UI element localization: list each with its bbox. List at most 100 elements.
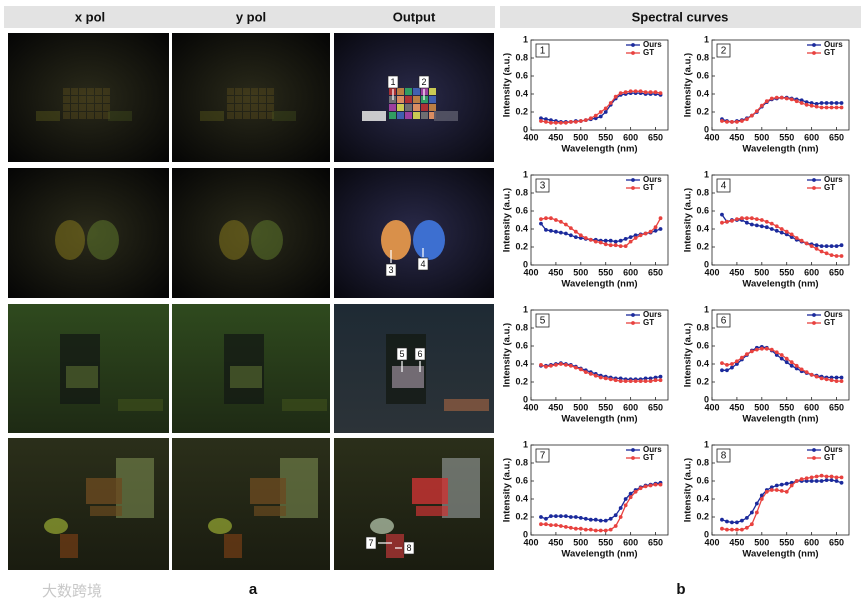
annotation-label: 2 — [421, 77, 426, 87]
building — [442, 458, 480, 518]
point — [754, 501, 759, 506]
watermark: 大数跨境 — [42, 582, 102, 600]
swatch — [235, 88, 242, 95]
y-tick-label: 0.4 — [696, 223, 709, 233]
point — [539, 116, 543, 121]
x-tick-label: 600 — [804, 537, 819, 547]
point — [643, 90, 648, 95]
point — [784, 360, 789, 365]
point — [544, 120, 548, 124]
point — [799, 98, 804, 103]
y-tick-label: 0 — [523, 124, 528, 134]
panel-label: b — [676, 581, 685, 598]
point — [819, 249, 824, 254]
y-axis-label: Intensity (a.u.) — [502, 323, 513, 387]
sign — [90, 506, 122, 516]
point — [648, 379, 653, 383]
point — [809, 475, 814, 480]
point — [834, 254, 839, 258]
point — [839, 243, 844, 248]
point — [643, 484, 648, 489]
point — [730, 365, 734, 370]
x-tick-label: 550 — [598, 267, 613, 277]
chart-number-box — [716, 178, 731, 193]
point — [613, 524, 618, 528]
point — [539, 515, 543, 519]
point — [735, 520, 739, 525]
annotation-box — [417, 257, 429, 271]
point — [769, 488, 774, 492]
point — [633, 233, 638, 238]
legend-marker — [631, 321, 635, 325]
point — [814, 374, 819, 379]
column-title: Output — [393, 9, 436, 24]
point — [730, 520, 734, 525]
point — [578, 236, 583, 240]
panel-title: Spectral curves — [632, 9, 729, 24]
swatch — [71, 88, 78, 95]
point — [583, 516, 588, 521]
point — [744, 216, 749, 221]
legend-label: Ours — [643, 40, 662, 49]
point — [730, 362, 734, 366]
point — [754, 223, 759, 228]
point — [628, 235, 633, 240]
point — [759, 497, 764, 501]
point — [568, 233, 573, 238]
chart-board — [66, 366, 98, 388]
swatch — [95, 104, 102, 111]
legend-label: GT — [824, 183, 835, 192]
point — [643, 379, 648, 383]
point — [554, 120, 558, 125]
legend-marker — [631, 178, 635, 182]
annotation-label: 1 — [390, 77, 395, 87]
annotation-box — [418, 75, 430, 89]
point — [658, 216, 663, 221]
swatch — [405, 104, 412, 111]
y-tick-label: 0 — [523, 259, 528, 269]
y-tick-label: 1 — [523, 169, 528, 179]
point — [563, 231, 568, 236]
point — [720, 220, 724, 225]
point — [554, 363, 558, 367]
point — [834, 105, 839, 110]
swatch — [405, 96, 412, 103]
y-tick-label: 0 — [704, 529, 709, 539]
point — [725, 363, 729, 367]
point — [568, 515, 573, 519]
annotation-label: 5 — [399, 349, 404, 359]
point — [799, 477, 804, 482]
chart-number-box — [716, 43, 731, 58]
swatch — [397, 104, 404, 111]
point — [549, 363, 553, 368]
point — [764, 99, 769, 104]
point — [613, 243, 618, 248]
point — [725, 368, 729, 373]
x-axis-label: Wavelength (nm) — [742, 279, 818, 290]
y-tick-label: 0.4 — [696, 358, 709, 368]
point — [568, 363, 573, 368]
y-axis-label: Intensity (a.u.) — [502, 458, 513, 522]
x-tick-label: 500 — [754, 402, 769, 412]
swatch — [421, 112, 428, 119]
legend-label: Ours — [824, 40, 843, 49]
swatch — [95, 88, 102, 95]
swatch — [227, 104, 234, 111]
image — [172, 168, 330, 298]
y-axis-label: Intensity (a.u.) — [502, 188, 513, 252]
point — [603, 528, 608, 533]
point — [794, 363, 799, 368]
point — [769, 227, 774, 231]
point — [744, 220, 749, 225]
swatch — [429, 88, 436, 95]
y-tick-label: 1 — [523, 34, 528, 44]
point — [744, 117, 749, 122]
point — [799, 367, 804, 372]
point — [549, 523, 553, 527]
chart-number-box — [535, 448, 550, 463]
y-tick-label: 0 — [523, 529, 528, 539]
point — [608, 377, 613, 382]
point — [804, 241, 809, 246]
point — [658, 91, 663, 95]
